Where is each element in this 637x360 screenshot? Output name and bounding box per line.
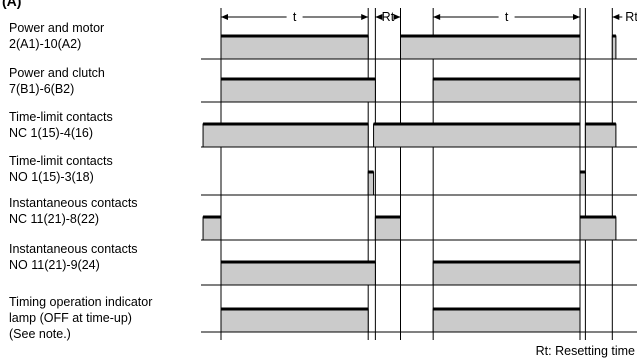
row-label-line: Timing operation indicator <box>9 295 152 309</box>
row-label-line: NO 1(15)-3(18) <box>9 170 94 184</box>
signal-row <box>201 34 637 60</box>
arrow-head <box>433 14 441 20</box>
high-level-fill <box>579 171 586 196</box>
row-label-line: Time-limit contacts <box>9 110 113 124</box>
high-level-fill <box>432 78 581 103</box>
signal-row <box>201 260 637 286</box>
row-label: Power and motor 2(A1)-10(A2) <box>9 21 104 51</box>
interval-label: t <box>293 10 297 24</box>
row-label-line: lamp (OFF at time-up) <box>9 311 132 325</box>
high-level-fill <box>367 171 375 196</box>
high-level-fill <box>579 216 617 241</box>
signal-row <box>201 77 637 103</box>
interval-marker: t <box>433 10 580 24</box>
row-label-line: NC 1(15)-4(16) <box>9 126 93 140</box>
high-level-fill <box>220 308 369 333</box>
signal-rows <box>201 34 637 333</box>
high-level-fill <box>584 123 617 148</box>
row-label-line: 7(B1)-6(B2) <box>9 82 74 96</box>
high-level-fill <box>220 35 369 60</box>
signal-row <box>201 170 637 196</box>
arrow-head <box>573 14 580 20</box>
row-labels: Power and motor 2(A1)-10(A2) Power and clu… <box>9 21 152 341</box>
row-label: Time-limit contacts NC 1(15)-4(16) <box>9 110 113 140</box>
row-label-line: Instantaneous contacts <box>9 242 138 256</box>
row-label-line: Power and clutch <box>9 66 105 80</box>
interval-label: Rt <box>382 10 395 24</box>
resetting-time-note: Rt: Resetting time <box>536 344 635 358</box>
row-label-line: NC 11(21)-8(22) <box>9 212 99 226</box>
signal-row <box>201 215 637 241</box>
high-level-fill <box>373 123 581 148</box>
row-label-line: 2(A1)-10(A2) <box>9 37 81 51</box>
row-label-line: Time-limit contacts <box>9 154 113 168</box>
high-level-fill <box>374 216 401 241</box>
row-label-line: Power and motor <box>9 21 104 35</box>
high-level-fill <box>400 35 581 60</box>
arrow-head <box>361 14 369 20</box>
interval-label: t <box>505 10 509 24</box>
row-label: Timing operation indicator lamp (OFF at t… <box>9 295 152 341</box>
title-fragment: (A) <box>2 0 21 9</box>
row-label-line: (See note.) <box>9 327 71 341</box>
arrow-head <box>375 14 383 20</box>
high-level-fill <box>432 261 581 286</box>
high-level-fill <box>220 78 376 103</box>
arrow-head <box>393 14 401 20</box>
interval-marker: t <box>221 10 369 24</box>
row-label: Power and clutch 7(B1)-6(B2) <box>9 66 105 96</box>
high-level-fill <box>220 261 376 286</box>
row-label: Instantaneous contacts NC 11(21)-8(22) <box>9 196 138 226</box>
arrow-head <box>612 14 620 20</box>
high-level-fill <box>202 216 222 241</box>
signal-row <box>201 122 637 148</box>
high-level-fill <box>432 308 581 333</box>
interval-label: Rt <box>625 10 637 24</box>
row-label-line: Instantaneous contacts <box>9 196 138 210</box>
interval-markers: t Rt t Rt <box>221 10 637 24</box>
row-label: Instantaneous contacts NO 11(21)-9(24) <box>9 242 138 272</box>
row-label: Time-limit contacts NO 1(15)-3(18) <box>9 154 113 184</box>
row-label-line: NO 11(21)-9(24) <box>9 258 100 272</box>
arrow-head <box>221 14 228 20</box>
high-level-fill <box>611 35 617 60</box>
signal-row <box>201 307 637 333</box>
high-level-fill <box>202 123 369 148</box>
